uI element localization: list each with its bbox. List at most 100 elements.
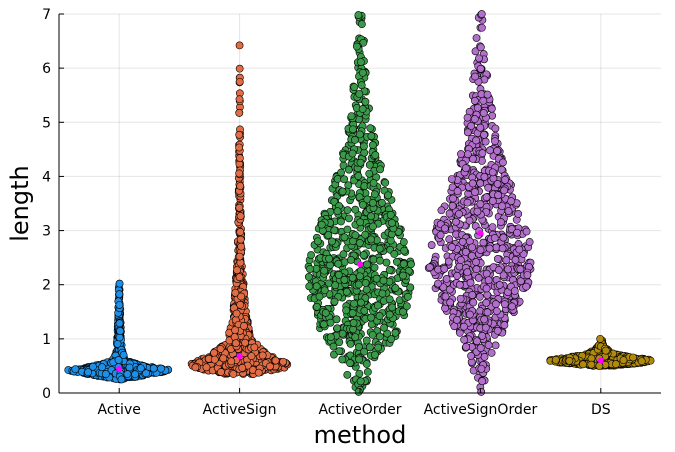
data-point (357, 20, 366, 29)
data-point (236, 212, 245, 220)
data-point (335, 338, 344, 347)
y-tick-label: 4 (42, 169, 51, 185)
data-point (351, 231, 360, 240)
x-tick-label: Active (98, 402, 141, 418)
data-point (279, 357, 288, 366)
data-point (481, 137, 490, 146)
data-point (484, 341, 493, 349)
data-point (136, 364, 145, 373)
data-point (343, 206, 352, 215)
data-point (387, 335, 396, 344)
data-point (210, 348, 218, 357)
data-point (236, 182, 245, 190)
data-point (493, 326, 502, 335)
data-point (320, 320, 328, 329)
data-point (247, 352, 256, 361)
data-points (64, 10, 655, 396)
data-point (495, 281, 504, 289)
data-point (123, 370, 132, 378)
mean-markers (116, 230, 604, 373)
data-point (342, 287, 351, 296)
data-point (350, 83, 359, 92)
data-point (356, 58, 365, 66)
data-point (340, 175, 349, 184)
data-point (367, 132, 376, 140)
data-point (388, 219, 396, 227)
series-activeorder (304, 11, 415, 396)
data-point (360, 306, 369, 315)
data-point (456, 294, 465, 303)
data-point (392, 257, 401, 266)
data-point (507, 197, 516, 206)
data-point (500, 321, 509, 329)
data-point (476, 123, 485, 132)
x-tick-label: ActiveSign (203, 402, 277, 418)
data-point (334, 270, 343, 279)
data-point (472, 34, 481, 42)
data-point (354, 11, 363, 19)
data-point (350, 299, 359, 308)
data-point (463, 268, 472, 277)
data-point (456, 256, 465, 264)
data-point (326, 318, 335, 327)
data-point (385, 310, 394, 319)
data-point (596, 334, 605, 343)
data-point (441, 292, 450, 301)
data-point (502, 256, 511, 265)
data-point (467, 122, 476, 130)
data-point (488, 168, 497, 177)
data-point (522, 227, 531, 236)
data-point (447, 175, 456, 183)
data-point (406, 283, 415, 292)
data-point (329, 342, 338, 351)
data-point (472, 136, 480, 145)
data-point (515, 245, 524, 254)
data-point (483, 90, 492, 99)
data-point (101, 370, 110, 378)
data-point (434, 279, 442, 288)
data-point (470, 115, 479, 123)
data-point (460, 335, 469, 344)
data-point (347, 256, 355, 264)
data-point (384, 191, 392, 200)
data-point (321, 309, 330, 317)
data-point (476, 344, 485, 352)
data-point (565, 356, 574, 365)
data-point (483, 308, 492, 317)
data-point (427, 241, 436, 249)
data-point (612, 360, 620, 368)
axes: 0 1 2 3 4 5 6 7 Active ActiveSign ActiveOrder Activ… (42, 7, 661, 418)
data-point (116, 327, 125, 335)
data-point (349, 319, 358, 327)
data-point (478, 331, 487, 340)
data-point (343, 225, 352, 234)
data-point (446, 298, 455, 307)
data-point (362, 360, 371, 368)
series-ds (546, 334, 655, 370)
series-activesignorder (424, 10, 535, 396)
data-point (399, 238, 408, 246)
data-point (115, 319, 124, 328)
data-point (375, 312, 384, 320)
data-point (484, 276, 493, 285)
x-tick-label: DS (591, 402, 611, 418)
data-point (357, 81, 366, 90)
data-point (360, 347, 369, 356)
data-point (359, 200, 367, 209)
data-point (601, 346, 610, 355)
data-point (241, 338, 249, 347)
data-point (231, 339, 240, 348)
y-tick-label: 3 (42, 224, 51, 240)
data-point (235, 64, 244, 73)
data-point (266, 362, 274, 371)
data-point (399, 271, 407, 280)
data-point (480, 173, 489, 181)
y-axis-label: length (6, 165, 34, 242)
data-point (115, 290, 124, 299)
data-point (472, 258, 480, 266)
data-point (320, 286, 329, 295)
data-point (354, 172, 363, 180)
data-point (439, 283, 448, 292)
data-point (476, 200, 485, 208)
